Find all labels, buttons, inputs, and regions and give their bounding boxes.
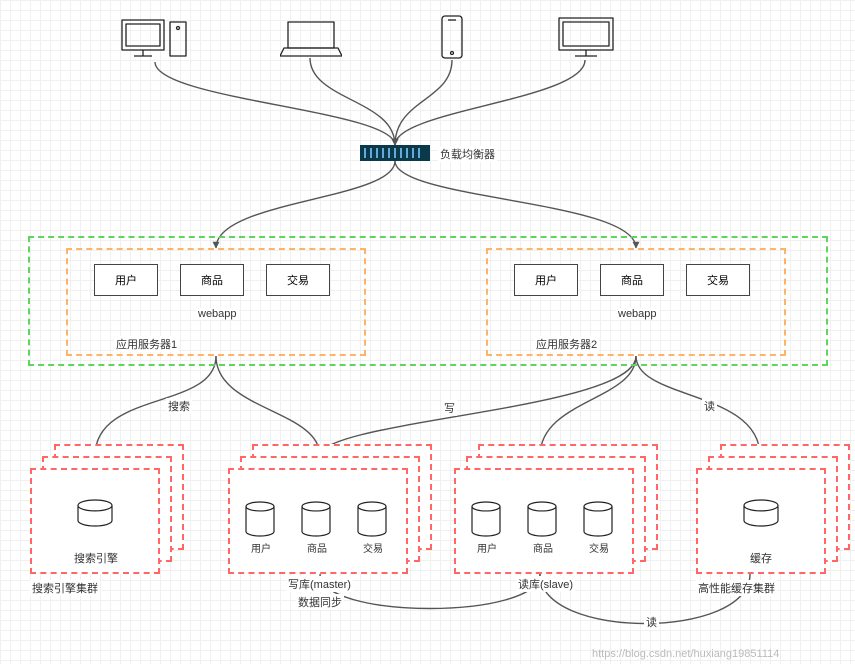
app-server-label: 应用服务器1	[114, 336, 179, 352]
db-label: 用户	[475, 540, 499, 555]
app-server-label: 应用服务器2	[534, 336, 599, 352]
write-db-cluster-subcaption: 数据同步	[296, 594, 344, 610]
edge-label: 写	[442, 400, 457, 416]
edge-s1	[320, 574, 540, 609]
watermark: https://blog.csdn.net/huxiang19851114	[590, 648, 781, 660]
db-label: 商品	[531, 540, 555, 555]
module-box: 交易	[686, 264, 750, 296]
cache-cluster-caption: 高性能缓存集群	[696, 580, 777, 596]
edge-a5	[636, 356, 760, 456]
monitor-icon	[555, 16, 617, 60]
load-balancer-label: 负载均衡器	[438, 146, 497, 162]
edge-a4	[540, 356, 636, 456]
db-icon	[742, 498, 780, 544]
edge-a1	[95, 356, 216, 456]
webapp-label: webapp	[196, 308, 239, 320]
architecture-diagram: 搜索写读读负载均衡器用户商品交易webapp应用服务器1用户商品交易webapp…	[0, 0, 855, 664]
edge-lb2	[395, 161, 636, 248]
db-label: 交易	[587, 540, 611, 555]
laptop-icon	[280, 20, 342, 58]
webapp-label: webapp	[616, 308, 659, 320]
module-box: 商品	[600, 264, 664, 296]
module-box: 商品	[180, 264, 244, 296]
write-db-cluster-caption: 写库(master)	[286, 576, 353, 592]
edge-a2	[216, 356, 320, 456]
db-label: 商品	[305, 540, 329, 555]
edge-a3	[320, 356, 636, 456]
edge-d4	[395, 60, 585, 145]
module-box: 用户	[514, 264, 578, 296]
edge-label: 读	[702, 398, 717, 414]
phone-icon	[440, 14, 464, 60]
module-box: 用户	[94, 264, 158, 296]
read-db-cluster-caption: 读库(slave)	[516, 576, 575, 592]
edge-label: 读	[644, 614, 659, 630]
db-icon	[76, 498, 114, 544]
desktop-icon	[120, 18, 190, 62]
edge-d2	[310, 58, 395, 145]
search-cluster-inside-label: 搜索引擎	[72, 550, 120, 566]
cache-cluster-inside-label: 缓存	[748, 550, 774, 566]
search-cluster-caption: 搜索引擎集群	[30, 580, 100, 596]
edge-d1	[155, 62, 395, 145]
edge-d3	[395, 60, 452, 145]
db-label: 用户	[249, 540, 273, 555]
db-label: 交易	[361, 540, 385, 555]
load-balancer-icon	[360, 145, 430, 161]
edge-label: 搜索	[166, 398, 192, 414]
edge-lb1	[216, 161, 395, 248]
module-box: 交易	[266, 264, 330, 296]
